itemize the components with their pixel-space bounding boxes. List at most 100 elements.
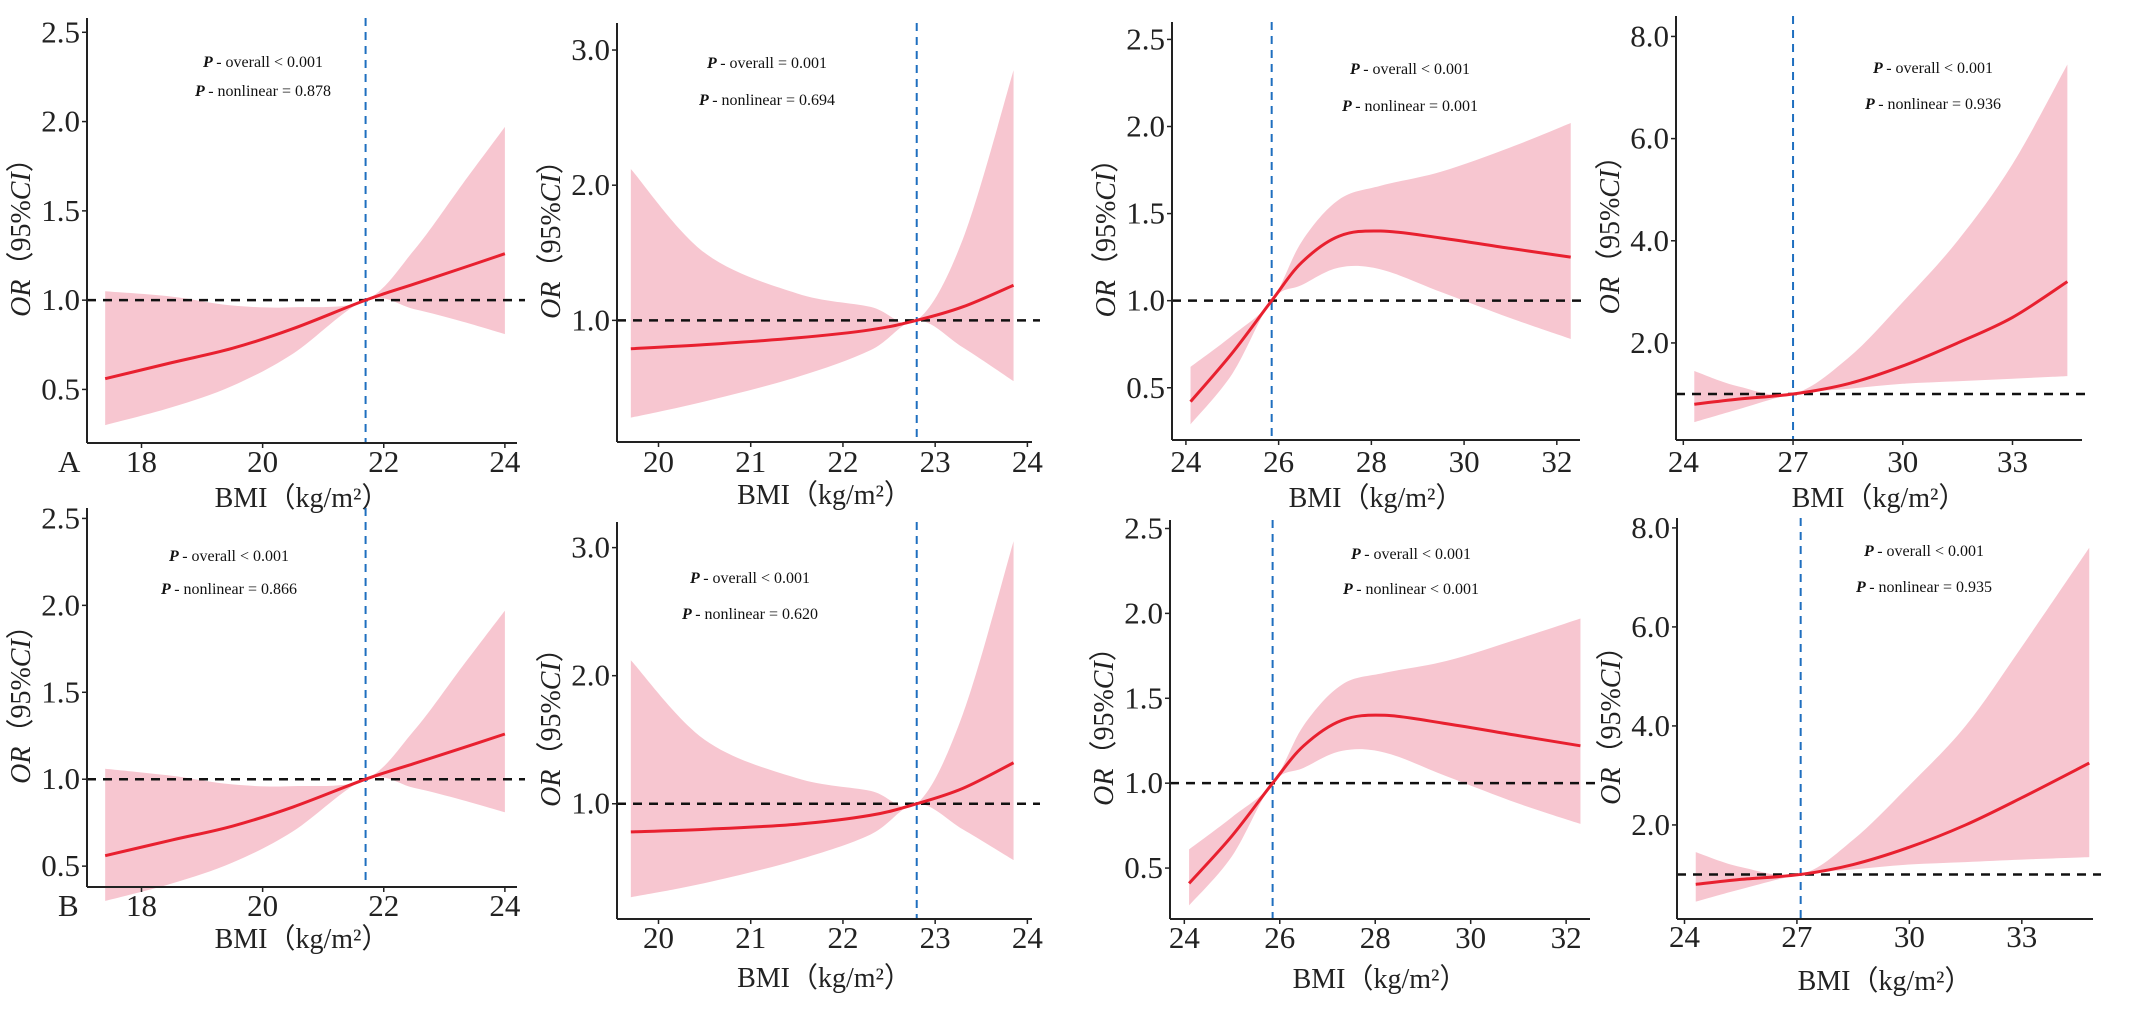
y-tick-label: 2.0: [1630, 325, 1669, 360]
panel-8: 2.0 4.0 6.0 8.0 24 27 30 33 BMI（kg/m²） OR（95%CI） P…: [1595, 510, 2101, 997]
y-tick-label: 2.5: [1126, 21, 1165, 56]
x-tick-label: 24: [489, 888, 521, 923]
p-value-annotation: P - nonlinear = 0.936: [1864, 96, 2001, 113]
p-symbol: P: [698, 92, 712, 109]
y-label-part: ）: [5, 611, 37, 639]
y-label-part: CI: [536, 173, 567, 203]
p-value-text: - nonlinear = 0.936: [1878, 96, 2001, 113]
x-tick-label: 22: [827, 920, 858, 955]
y-label-part: OR: [1596, 768, 1627, 805]
p-value-annotation: P - nonlinear = 0.001: [1341, 98, 1478, 115]
y-label-part: （95%: [1595, 688, 1627, 767]
y-label-part: OR: [1089, 769, 1120, 806]
x-tick-label: 33: [1997, 444, 2028, 479]
y-label-part: ）: [1088, 633, 1120, 661]
y-axis-label: OR（95%CI）: [5, 611, 37, 784]
x-tick-label: 30: [1449, 444, 1480, 479]
y-axis-label: OR（95%CI）: [1090, 145, 1122, 318]
p-symbol: P: [202, 54, 216, 71]
x-tick-label: 26: [1264, 920, 1295, 955]
x-tick-label: 28: [1356, 444, 1387, 479]
x-axis-label: BMI（kg/m²）: [215, 923, 390, 955]
x-axis-label: BMI（kg/m²）: [1792, 482, 1967, 514]
ci-band: [630, 70, 1014, 418]
x-tick-label: 32: [1551, 920, 1582, 955]
x-tick-label: 27: [1781, 919, 1812, 954]
y-axis-label: OR（95%CI）: [1594, 142, 1626, 315]
y-label-part: CI: [1091, 171, 1122, 201]
p-value-annotation: P - overall < 0.001: [1863, 543, 1984, 560]
y-tick-label: 6.0: [1630, 121, 1669, 156]
p-value-text: - overall < 0.001: [216, 54, 323, 71]
p-symbol: P: [1855, 579, 1869, 596]
y-axis-label: OR（95%CI）: [1088, 633, 1120, 806]
panel-3: 0.5 1.0 1.5 2.0 2.5 24 26 28 30 32 BMI（kg/m²） OR（95…: [1090, 21, 1588, 514]
y-label-part: ）: [1090, 145, 1122, 173]
y-tick-label: 1.5: [41, 674, 80, 709]
ci-band: [1189, 618, 1581, 906]
y-tick-label: 2.5: [41, 500, 80, 535]
y-label-part: CI: [536, 661, 567, 691]
p-value-annotation: P - overall < 0.001: [1350, 546, 1471, 563]
x-axis-label: BMI（kg/m²）: [1798, 965, 1973, 997]
p-symbol: P: [706, 55, 720, 72]
p-symbol: P: [1863, 543, 1877, 560]
p-symbol: P: [1341, 98, 1355, 115]
p-value-text: - nonlinear = 0.935: [1869, 579, 1992, 596]
y-tick-label: 2.0: [571, 167, 610, 202]
p-value-text: - nonlinear = 0.866: [174, 581, 297, 598]
y-tick-label: 2.0: [1631, 807, 1670, 842]
y-label-part: ）: [5, 144, 37, 172]
panel-5: 0.5 1.0 1.5 2.0 2.5 18 20 22 24 BMI（kg/m²） OR（95%C…: [5, 500, 525, 955]
y-tick-label: 1.0: [41, 761, 80, 796]
x-tick-label: 27: [1778, 444, 1809, 479]
y-tick-label: 3.0: [571, 530, 610, 565]
y-axis-label: OR（95%CI）: [535, 146, 567, 319]
x-tick-label: 24: [1669, 919, 1701, 954]
y-tick-label: 8.0: [1631, 510, 1670, 545]
y-label-part: ）: [1595, 632, 1627, 660]
x-axis-label: BMI（kg/m²）: [737, 479, 912, 511]
ci-band: [630, 541, 1014, 898]
y-tick-label: 1.5: [1126, 196, 1165, 231]
y-tick-label: 0.5: [1126, 370, 1165, 405]
x-tick-label: 24: [1169, 920, 1201, 955]
p-symbol: P: [194, 83, 208, 100]
or-curve: [104, 732, 506, 858]
p-value-text: - overall < 0.001: [182, 548, 289, 565]
x-tick-label: 22: [827, 444, 858, 479]
p-symbol: P: [1349, 61, 1363, 78]
ci-band: [1695, 547, 2090, 902]
or-curve: [630, 283, 1015, 351]
y-tick-label: 8.0: [1630, 18, 1669, 53]
p-symbol: P: [681, 606, 695, 623]
p-value-text: - nonlinear = 0.878: [208, 83, 331, 100]
x-tick-label: 18: [126, 444, 157, 479]
y-label-part: （95%: [5, 200, 37, 279]
y-tick-label: 3.0: [571, 32, 610, 67]
y-tick-label: 2.0: [41, 104, 80, 139]
y-tick-label: 2.0: [1124, 595, 1163, 630]
y-label-part: （95%: [1594, 198, 1626, 277]
x-tick-label: 24: [1012, 920, 1044, 955]
y-label-part: OR: [6, 747, 37, 784]
y-label-part: OR: [536, 282, 567, 319]
p-value-text: - nonlinear < 0.001: [1356, 581, 1479, 598]
x-tick-label: 22: [368, 444, 399, 479]
x-tick-label: 24: [489, 444, 521, 479]
p-value-text: - overall < 0.001: [703, 570, 810, 587]
x-axis-label: BMI（kg/m²）: [1293, 963, 1468, 995]
y-label-part: CI: [1596, 659, 1627, 689]
y-label-part: （95%: [535, 690, 567, 769]
p-symbol: P: [1864, 96, 1878, 113]
y-label-part: CI: [6, 638, 37, 668]
y-label-part: ）: [1594, 142, 1626, 170]
x-tick-label: 26: [1263, 444, 1294, 479]
p-symbol: P: [689, 570, 703, 587]
y-tick-label: 0.5: [1124, 850, 1163, 885]
x-tick-label: 22: [368, 888, 399, 923]
or-curve: [1694, 280, 2069, 406]
y-label-part: （95%: [5, 667, 37, 746]
p-value-annotation: P - nonlinear = 0.935: [1855, 579, 1992, 596]
